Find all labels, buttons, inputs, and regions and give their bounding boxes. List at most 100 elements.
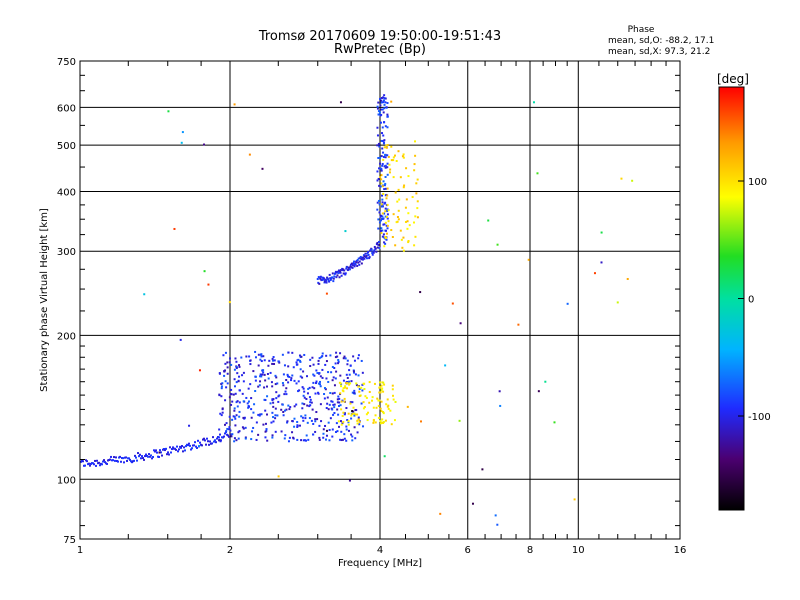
data-point (451, 302, 454, 305)
data-point (331, 435, 334, 438)
y-tick-label: 500 (57, 141, 76, 152)
data-point (135, 456, 137, 459)
data-point (385, 197, 388, 200)
data-point (361, 258, 364, 261)
data-point (381, 212, 384, 215)
data-point (318, 424, 321, 427)
data-point (382, 217, 385, 220)
data-point (401, 155, 404, 158)
data-point (277, 360, 280, 363)
data-point (314, 418, 317, 421)
data-point (308, 396, 311, 399)
data-point (266, 373, 269, 376)
data-point (309, 398, 312, 401)
data-point (358, 423, 361, 426)
data-point (342, 411, 345, 414)
data-point (391, 388, 394, 391)
data-point (407, 212, 410, 215)
data-point (325, 438, 328, 441)
y-tick-label: 750 (57, 57, 76, 68)
data-point (333, 275, 336, 278)
data-point (331, 392, 334, 395)
data-point (334, 362, 337, 365)
data-point (384, 165, 387, 168)
data-point (339, 271, 342, 274)
data-point (381, 126, 384, 129)
data-point (203, 143, 206, 146)
data-point (341, 422, 344, 425)
data-point (298, 354, 301, 357)
data-point (325, 292, 328, 295)
data-point (327, 408, 330, 411)
data-point (390, 145, 393, 148)
data-point (175, 448, 177, 451)
data-point (346, 418, 349, 421)
data-point (260, 375, 263, 378)
data-point (311, 356, 314, 359)
data-point (235, 401, 238, 404)
data-point (380, 410, 383, 413)
data-point (459, 322, 462, 325)
data-point (299, 375, 302, 378)
data-point (165, 447, 167, 450)
data-point (378, 399, 381, 402)
data-point (203, 270, 206, 273)
plot-frame (79, 60, 681, 540)
data-point (213, 440, 215, 443)
data-point (494, 514, 497, 517)
data-point (378, 145, 381, 148)
data-point (276, 414, 279, 417)
data-point (128, 457, 130, 460)
data-point (379, 156, 382, 159)
data-point (400, 238, 403, 241)
data-point (328, 280, 331, 283)
data-point (380, 182, 383, 185)
data-point (293, 405, 296, 408)
data-point (270, 381, 273, 384)
data-point (252, 426, 255, 429)
data-point (387, 404, 390, 407)
data-point (109, 458, 111, 461)
data-point (95, 464, 97, 467)
data-point (311, 408, 314, 411)
data-point (363, 257, 366, 260)
data-point (164, 449, 166, 452)
data-point (331, 408, 334, 411)
data-point (380, 227, 383, 230)
data-point (285, 387, 288, 390)
data-point (374, 247, 377, 250)
data-point (402, 186, 405, 189)
data-point (231, 418, 234, 421)
data-point (321, 368, 324, 371)
grid-lines (80, 61, 680, 539)
data-point (257, 364, 260, 367)
data-point (257, 353, 260, 356)
data-point (274, 407, 277, 410)
data-point (220, 385, 223, 388)
data-point (393, 154, 396, 157)
data-point (315, 382, 318, 385)
data-point (384, 419, 387, 422)
data-point (295, 361, 298, 364)
data-point (382, 155, 385, 158)
data-point (337, 362, 340, 365)
data-point (225, 386, 228, 389)
data-point (147, 455, 149, 458)
data-points (80, 94, 634, 526)
data-point (385, 229, 388, 232)
data-point (379, 176, 382, 179)
data-point (343, 355, 346, 358)
data-point (391, 394, 394, 397)
data-point (367, 251, 370, 254)
data-point (312, 433, 315, 436)
data-point (296, 420, 299, 423)
data-point (386, 208, 389, 211)
data-point (304, 414, 307, 417)
data-point (415, 182, 418, 185)
data-point (160, 451, 162, 454)
data-point (351, 391, 354, 394)
data-point (352, 370, 355, 373)
data-point (248, 153, 251, 156)
data-point (293, 425, 296, 428)
data-point (231, 433, 234, 436)
